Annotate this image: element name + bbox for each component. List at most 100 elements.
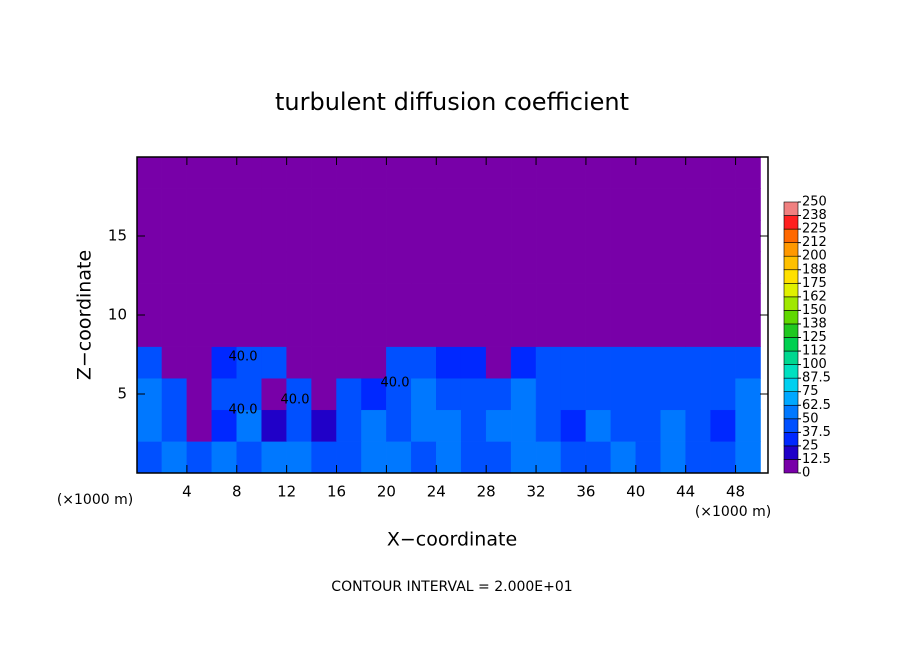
field-cell — [236, 314, 262, 347]
field-cell — [186, 283, 213, 316]
field-cell — [735, 251, 761, 284]
field-cell — [136, 188, 163, 221]
field-cell — [361, 346, 387, 379]
field-cell — [460, 188, 487, 221]
field-cell — [211, 283, 238, 316]
field-cell — [436, 314, 462, 347]
field-cell — [161, 156, 188, 189]
field-cell — [211, 314, 238, 347]
field-cell — [560, 346, 587, 379]
field-cell — [610, 314, 637, 347]
x-tick-label: 12 — [277, 483, 296, 501]
field-cell — [186, 409, 213, 442]
field-cell — [286, 283, 312, 316]
field-cell — [411, 219, 437, 253]
field-cell — [136, 441, 163, 474]
field-cell — [386, 409, 412, 442]
field-cell — [635, 219, 662, 253]
field-cell — [685, 188, 711, 221]
field-cell — [361, 377, 387, 411]
field-cell — [610, 251, 637, 284]
field-cell — [560, 188, 587, 221]
field-cell — [610, 346, 637, 379]
colorbar-swatch — [783, 323, 799, 338]
field-cell — [585, 251, 612, 284]
field-cell — [685, 346, 711, 379]
field-cell — [635, 441, 662, 474]
y-tick-label: 10 — [108, 306, 127, 324]
field-cell — [635, 251, 662, 284]
field-cell — [585, 156, 612, 189]
field-cell — [635, 188, 662, 221]
colorbar-tick-label: 50 — [802, 411, 819, 426]
field-cell — [211, 188, 238, 221]
field-cell — [186, 156, 213, 189]
field-cell — [186, 219, 213, 253]
colorbar-swatch — [783, 228, 799, 243]
field-cell — [186, 346, 213, 379]
field-cell — [610, 283, 637, 316]
x-tick-label: 28 — [477, 483, 496, 501]
x-tick-label: 40 — [626, 483, 645, 501]
field-cell — [585, 346, 612, 379]
field-cell — [161, 251, 188, 284]
field-cell — [735, 283, 761, 316]
field-cell — [510, 251, 537, 284]
field-cell — [261, 441, 287, 474]
field-cell — [411, 251, 437, 284]
x-tick-label: 48 — [726, 483, 745, 501]
field-cell — [386, 251, 412, 284]
field-cell — [535, 188, 562, 221]
field-cell — [186, 188, 213, 221]
field-cell — [535, 409, 562, 442]
colorbar-tick-label: 212 — [802, 235, 827, 250]
field-cell — [485, 219, 512, 253]
field-cell — [660, 219, 686, 253]
field-cell — [610, 156, 637, 189]
colorbar-tick-label: 62.5 — [802, 398, 831, 413]
x-tick-label: 36 — [576, 483, 595, 501]
field-cell — [610, 441, 637, 474]
field-cell — [485, 188, 512, 221]
field-cell — [136, 409, 163, 442]
colorbar-swatch — [783, 459, 799, 474]
field-cell — [485, 346, 512, 379]
field-cell — [610, 188, 637, 221]
field-cell — [510, 314, 537, 347]
field-cell — [411, 441, 437, 474]
field-cell — [735, 188, 761, 221]
field-cell — [236, 377, 262, 411]
field-cell — [336, 188, 362, 221]
field-cell — [311, 409, 337, 442]
field-cell — [261, 409, 287, 442]
field-cell — [635, 283, 662, 316]
field-cell — [610, 219, 637, 253]
field-cell — [361, 314, 387, 347]
field-cell — [460, 283, 487, 316]
field-cell — [286, 156, 312, 189]
field-cell — [136, 156, 163, 189]
field-cell — [386, 441, 412, 474]
field-cell — [460, 314, 487, 347]
colorbar-swatch — [783, 364, 799, 379]
field-cell — [386, 219, 412, 253]
field-cell — [286, 219, 312, 253]
field-cell — [710, 219, 736, 253]
field-cell — [261, 156, 287, 189]
field-cell — [710, 377, 736, 411]
field-cell — [161, 314, 188, 347]
field-cell — [735, 219, 761, 253]
field-cell — [510, 156, 537, 189]
field-cell — [136, 314, 163, 347]
footer-note: CONTOUR INTERVAL = 2.000E+01 — [331, 579, 572, 595]
field-cell — [685, 377, 711, 411]
field-cell — [635, 409, 662, 442]
field-cell — [735, 441, 761, 474]
field-cell — [411, 377, 437, 411]
field-cell — [710, 314, 736, 347]
colorbar-swatch — [783, 445, 799, 460]
colorbar-swatch — [783, 432, 799, 447]
colorbar-tick-label: 75 — [802, 384, 819, 399]
colorbar-swatch — [783, 255, 799, 271]
x-axis-label: X−coordinate — [387, 529, 517, 551]
